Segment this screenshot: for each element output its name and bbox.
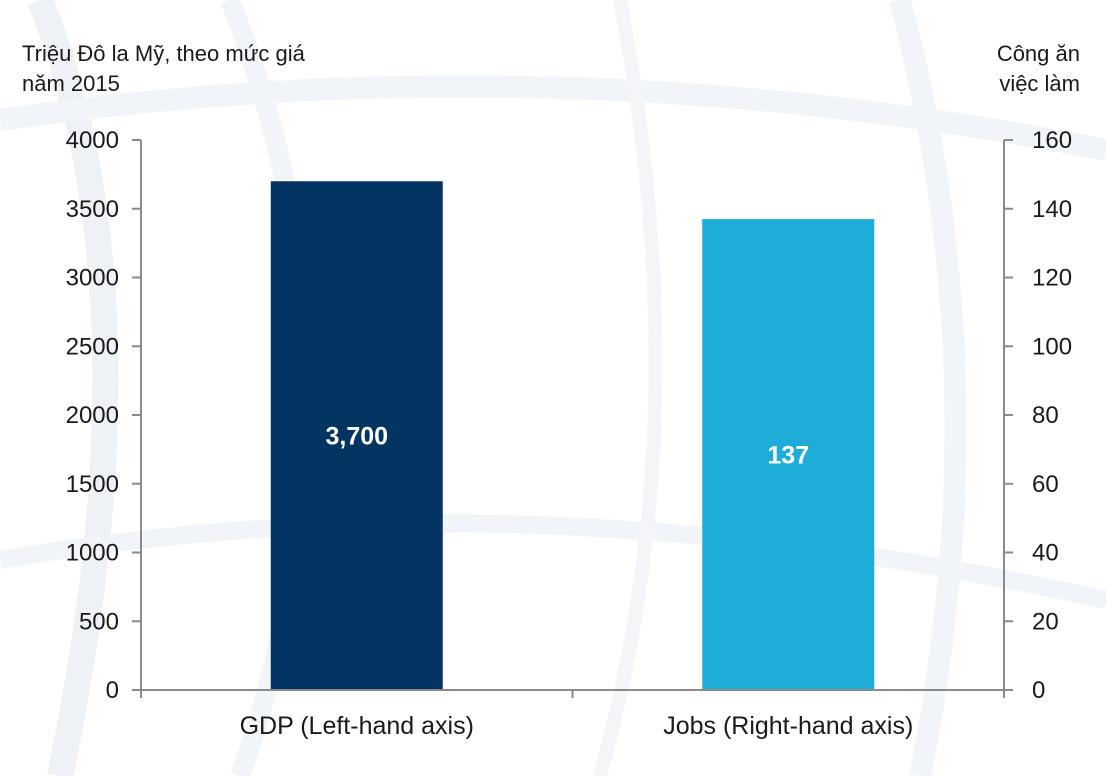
category-label: Jobs (Right-hand axis) (663, 712, 913, 740)
right-tick-label: 80 (1032, 402, 1059, 429)
right-tick-label: 100 (1032, 333, 1072, 360)
right-tick-label: 60 (1032, 471, 1059, 498)
left-axis-ticks: 0 500 1000 1500 2000 2500 3000 3500 4000 (66, 127, 141, 704)
left-tick-label: 1500 (66, 471, 119, 498)
jobs-bar-value-label: 137 (767, 442, 809, 470)
category-label: GDP (Left-hand axis) (240, 712, 474, 740)
left-tick-label: 1000 (66, 540, 119, 567)
gdp-bar (270, 181, 443, 690)
left-tick-label: 2500 (66, 333, 119, 360)
left-axis-title-line-2: năm 2015 (22, 71, 120, 96)
right-axis-title-line-1: Công ăn (997, 41, 1080, 66)
right-tick-label: 140 (1032, 196, 1072, 223)
axes-group (140, 140, 1005, 698)
left-tick-label: 3500 (66, 196, 119, 223)
category-labels: GDP (Left-hand axis) Jobs (Right-hand axi… (240, 712, 914, 740)
gdp-bar-value-label: 3,700 (325, 423, 388, 451)
right-tick-label: 120 (1032, 265, 1072, 292)
jobs-bar (702, 219, 875, 690)
right-axis-ticks: 0 20 40 60 80 100 120 140 160 (1004, 127, 1072, 704)
left-tick-label: 2000 (66, 402, 119, 429)
right-tick-label: 0 (1032, 677, 1045, 704)
left-tick-label: 500 (79, 608, 119, 635)
right-axis-title-line-2: việc làm (999, 71, 1080, 96)
right-tick-label: 20 (1032, 608, 1059, 635)
left-tick-label: 3000 (66, 265, 119, 292)
left-tick-label: 4000 (66, 127, 119, 154)
right-tick-label: 40 (1032, 540, 1059, 567)
bars-group: 3,700 137 (270, 181, 875, 690)
right-tick-label: 160 (1032, 127, 1072, 154)
left-tick-label: 0 (106, 677, 119, 704)
left-axis-title-line-1: Triệu Đô la Mỹ, theo mức giá (22, 41, 306, 66)
